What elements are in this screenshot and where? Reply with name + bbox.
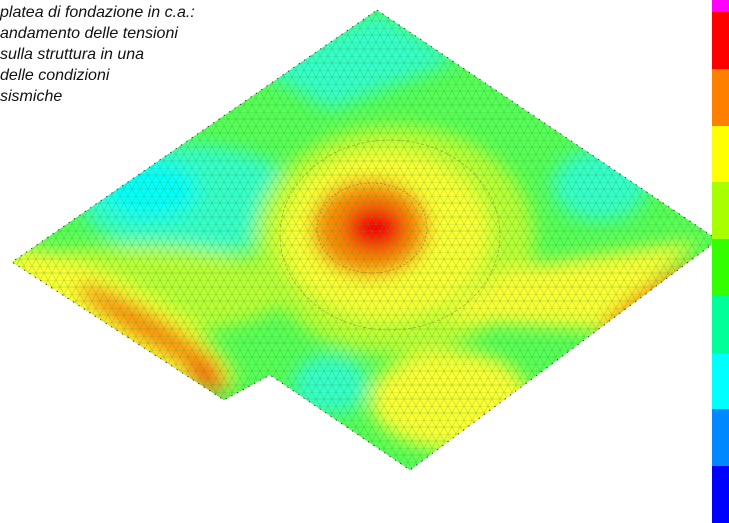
caption-line-1: platea di fondazione in c.a.: [0, 4, 195, 21]
caption-line-2: andamento delle tensioni [0, 25, 178, 42]
legend-band-5 [712, 182, 729, 240]
legend-band-10 [712, 466, 729, 523]
legend-band-8 [712, 352, 729, 410]
dense-mesh-core [316, 182, 428, 274]
stress-contour-plot [11, 9, 712, 471]
color-scale-legend [712, 0, 729, 523]
legend-band-6 [712, 239, 729, 297]
caption-line-4: delle condizioni [0, 67, 110, 84]
legend-band-7 [712, 295, 729, 353]
caption-line-3: sulla struttura in una [0, 46, 145, 63]
legend-band-4 [712, 125, 729, 183]
dense-mesh-center [279, 139, 501, 331]
plot-caption: platea di fondazione in c.a.: andamento … [0, 2, 300, 107]
legend-band-1 [712, 0, 729, 12]
legend-band-3 [712, 68, 729, 126]
legend-band-2 [712, 12, 729, 69]
legend-band-9 [712, 409, 729, 467]
caption-line-5: sismiche [0, 88, 63, 105]
